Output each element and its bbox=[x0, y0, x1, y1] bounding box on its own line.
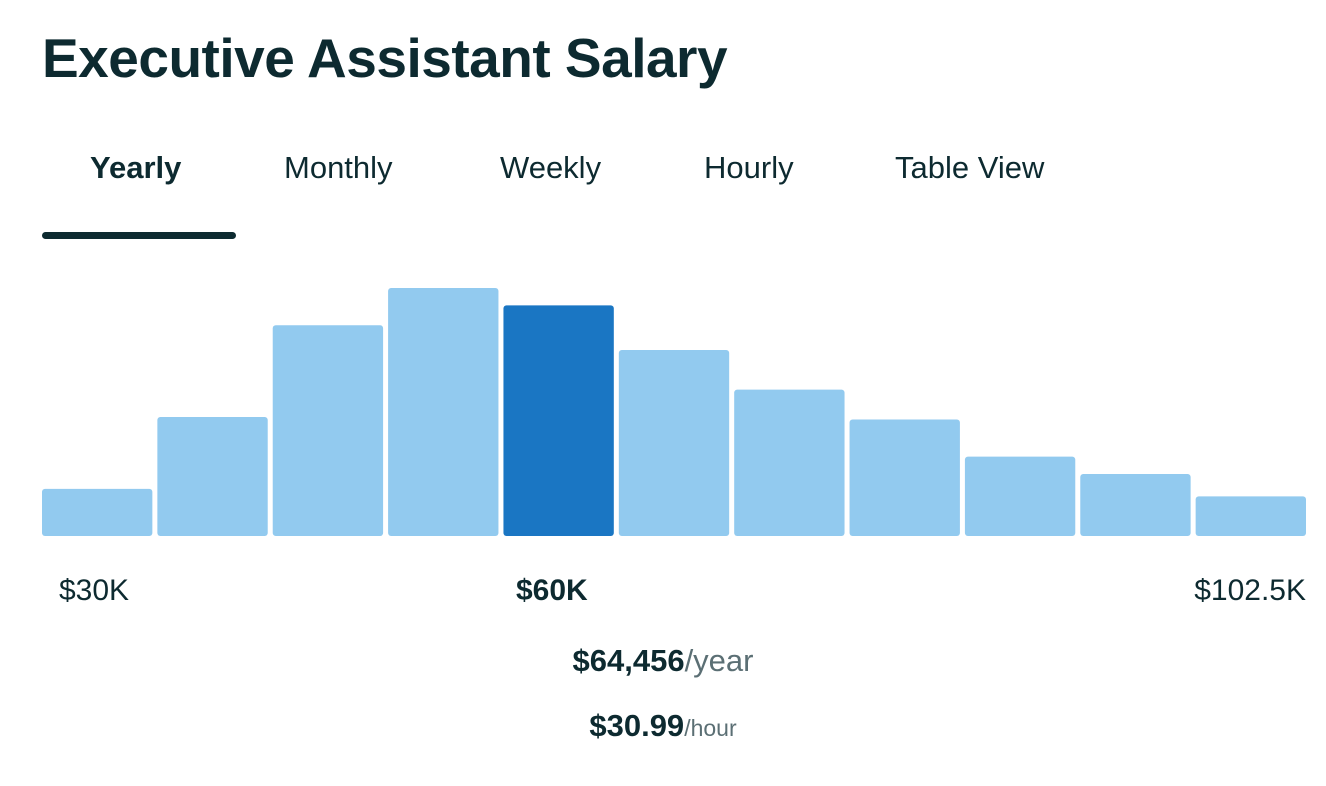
histogram-bar bbox=[849, 419, 960, 536]
x-tick-label-min: $30K bbox=[59, 574, 130, 607]
histogram-bar bbox=[272, 325, 384, 536]
active-tab-indicator bbox=[42, 232, 236, 239]
x-tick-label-max: $102.5K bbox=[1194, 574, 1306, 607]
tab-table-view[interactable]: Table View bbox=[895, 150, 1045, 185]
tab-weekly[interactable]: Weekly bbox=[500, 150, 602, 185]
histogram-bar bbox=[618, 350, 730, 536]
tab-monthly[interactable]: Monthly bbox=[284, 150, 393, 185]
hourly-salary-unit: /hour bbox=[684, 715, 737, 741]
x-tick-label-median: $60K bbox=[516, 574, 588, 607]
yearly-salary-summary: $64,456/year bbox=[0, 643, 1326, 679]
page-title: Executive Assistant Salary bbox=[42, 27, 728, 89]
tab-yearly[interactable]: Yearly bbox=[90, 150, 182, 185]
histogram-bar bbox=[734, 389, 845, 536]
histogram-bar bbox=[1195, 496, 1306, 536]
histogram-bar bbox=[388, 288, 499, 536]
yearly-salary-amount: $64,456 bbox=[572, 643, 685, 678]
hourly-salary-summary: $30.99/hour bbox=[0, 708, 1326, 744]
histogram-bar bbox=[42, 488, 153, 536]
histogram-bar-median bbox=[503, 305, 614, 536]
histogram-bar bbox=[157, 416, 268, 536]
salary-histogram bbox=[42, 288, 1306, 536]
tab-hourly[interactable]: Hourly bbox=[704, 150, 794, 185]
histogram-bar bbox=[1080, 474, 1191, 536]
histogram-bar bbox=[964, 456, 1076, 536]
yearly-salary-unit: /year bbox=[684, 643, 754, 678]
hourly-salary-amount: $30.99 bbox=[589, 708, 685, 743]
